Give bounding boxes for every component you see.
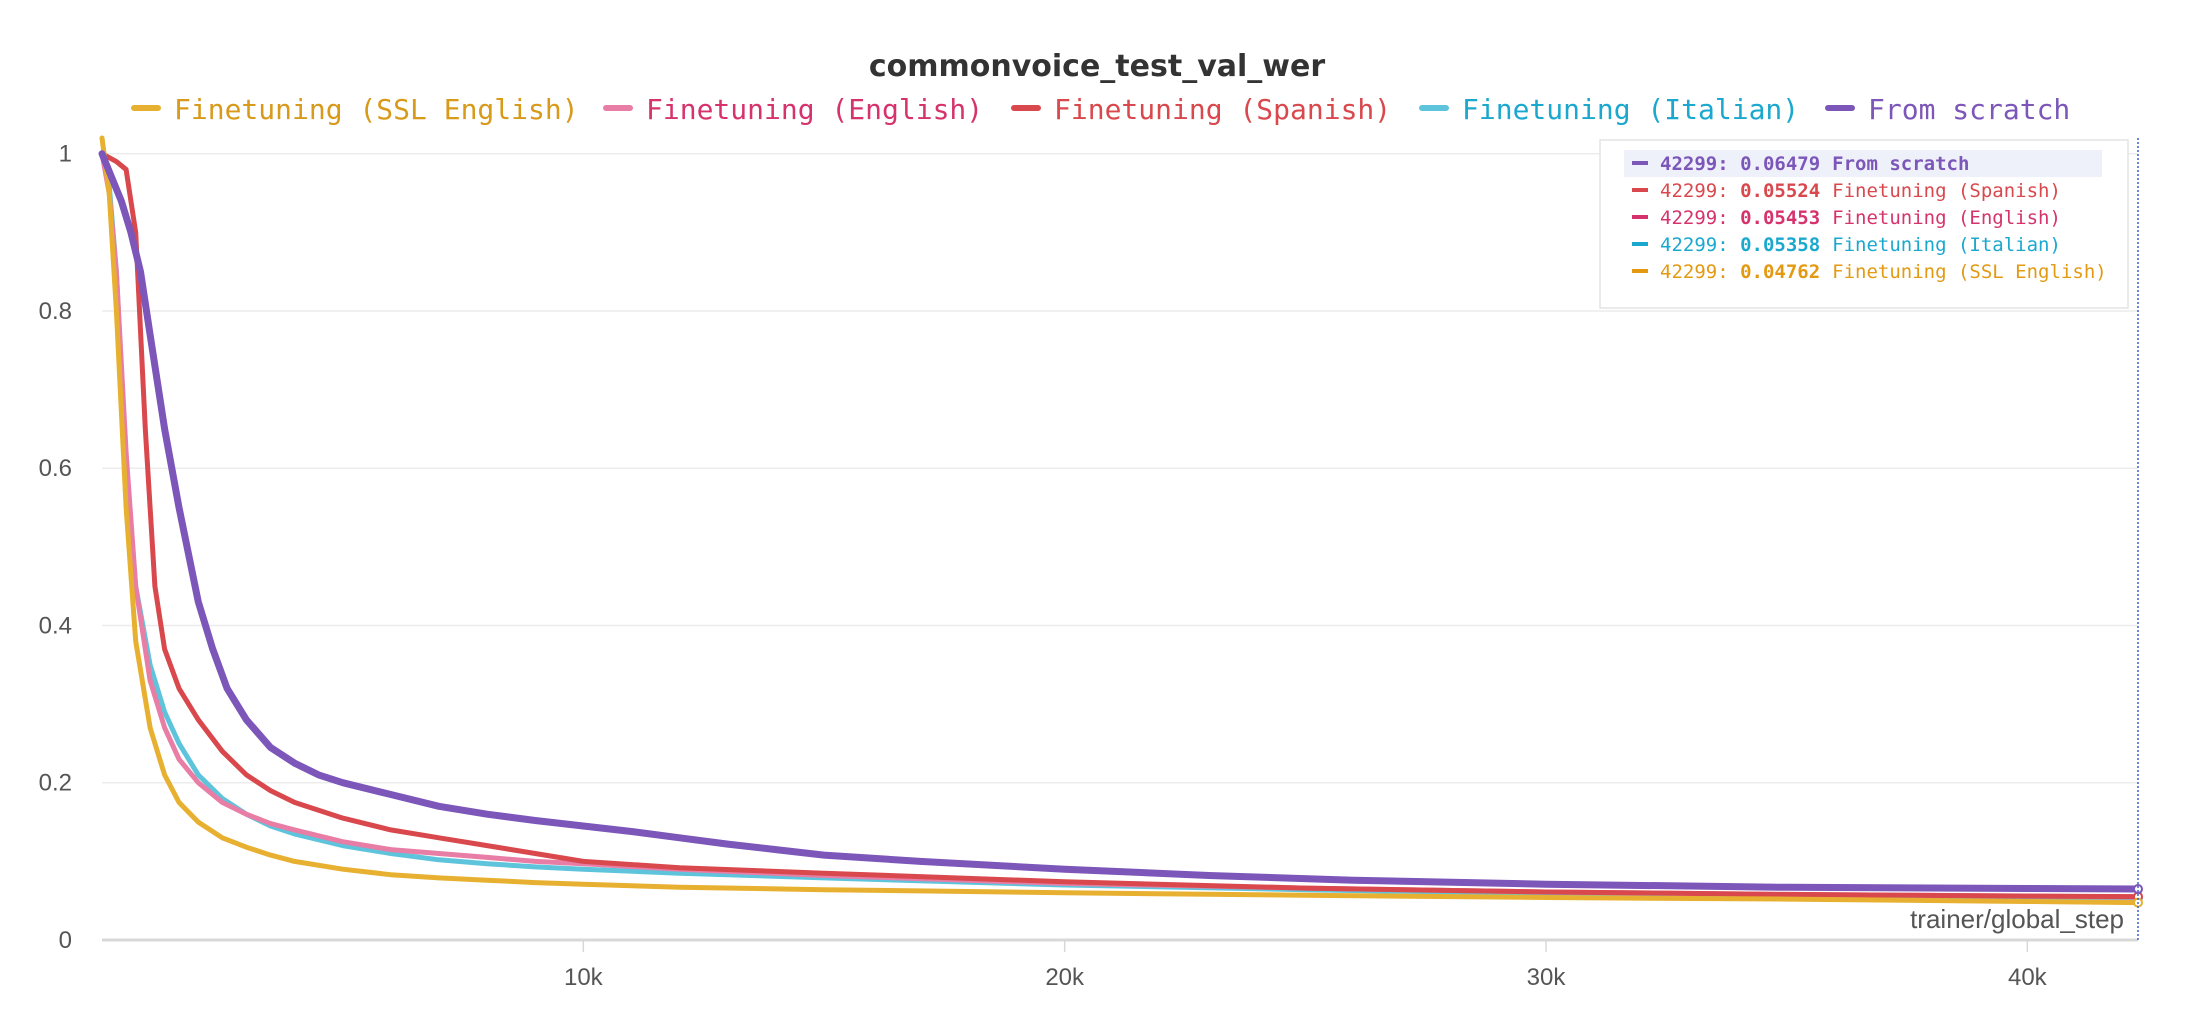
tooltip-row: 42299: 0.05524 Finetuning (Spanish) xyxy=(1660,180,2061,202)
tooltip-row: 42299: 0.05453 Finetuning (English) xyxy=(1660,207,2061,229)
tooltip-row: 42299: 0.05358 Finetuning (Italian) xyxy=(1660,234,2061,256)
tooltip-step: 42299: xyxy=(1660,207,1740,229)
chart-title: commonvoice_test_val_wer xyxy=(869,49,1325,84)
series-line-0 xyxy=(99,135,2141,906)
y-axis: 0 0.2 0.4 0.6 0.8 1 xyxy=(39,141,72,954)
series-lines xyxy=(98,135,2143,908)
tooltip-value: 0.05524 xyxy=(1740,180,1820,202)
legend-label: Finetuning (SSL English) xyxy=(174,93,579,126)
hover-tooltip: 42299: 0.06479 From scratch 42299: 0.05524… xyxy=(1599,139,2129,309)
legend-label: Finetuning (Spanish) xyxy=(1054,93,1391,126)
tooltip-row: 42299: 0.04762 Finetuning (SSL English) xyxy=(1660,261,2107,283)
tooltip-step: 42299: xyxy=(1660,180,1740,202)
legend: Finetuning (SSL English) Finetuning (Engl… xyxy=(131,93,2070,126)
tooltip-value: 0.06479 xyxy=(1740,153,1820,175)
tooltip-value: 0.05358 xyxy=(1740,234,1820,256)
tooltip-value: 0.04762 xyxy=(1740,261,1820,283)
tooltip-step: 42299: xyxy=(1660,234,1740,256)
legend-label: From scratch xyxy=(1868,93,2070,126)
tooltip-step: 42299: xyxy=(1660,153,1740,175)
tooltip-value: 0.05453 xyxy=(1740,207,1820,229)
series-endpoint-4 xyxy=(2133,884,2143,895)
tooltip-row-highlight xyxy=(1624,150,2102,177)
tooltip-series-name: Finetuning (Italian) xyxy=(1832,234,2061,256)
y-tick-label: 0.4 xyxy=(39,612,72,639)
x-axis-title: trainer/global_step xyxy=(1910,904,2124,934)
tooltip-series-name: Finetuning (English) xyxy=(1832,207,2061,229)
y-tick-label: 0.2 xyxy=(39,770,72,797)
series-line-4 xyxy=(98,150,2142,893)
x-tick-label: 40k xyxy=(2008,964,2048,991)
y-tick-label: 1 xyxy=(59,141,72,168)
x-tick-label: 20k xyxy=(1045,964,1085,991)
x-tick-label: 10k xyxy=(564,964,604,991)
series-line-2 xyxy=(99,151,2141,900)
x-axis: 10k 20k 30k 40k xyxy=(564,940,2048,991)
y-tick-label: 0 xyxy=(59,927,72,954)
x-tick-label: 30k xyxy=(1527,964,1567,991)
legend-label: Finetuning (Italian) xyxy=(1462,93,1799,126)
tooltip-step: 42299: xyxy=(1660,261,1740,283)
y-tick-label: 0.8 xyxy=(39,298,72,325)
tooltip-series-name: Finetuning (SSL English) xyxy=(1832,261,2107,283)
y-tick-label: 0.6 xyxy=(39,455,72,482)
legend-label: Finetuning (English) xyxy=(646,93,983,126)
tooltip-series-name: From scratch xyxy=(1832,153,1969,175)
tooltip-series-name: Finetuning (Spanish) xyxy=(1832,180,2061,202)
grid xyxy=(102,152,2138,942)
tooltip-row: 42299: 0.06479 From scratch xyxy=(1660,153,1969,175)
